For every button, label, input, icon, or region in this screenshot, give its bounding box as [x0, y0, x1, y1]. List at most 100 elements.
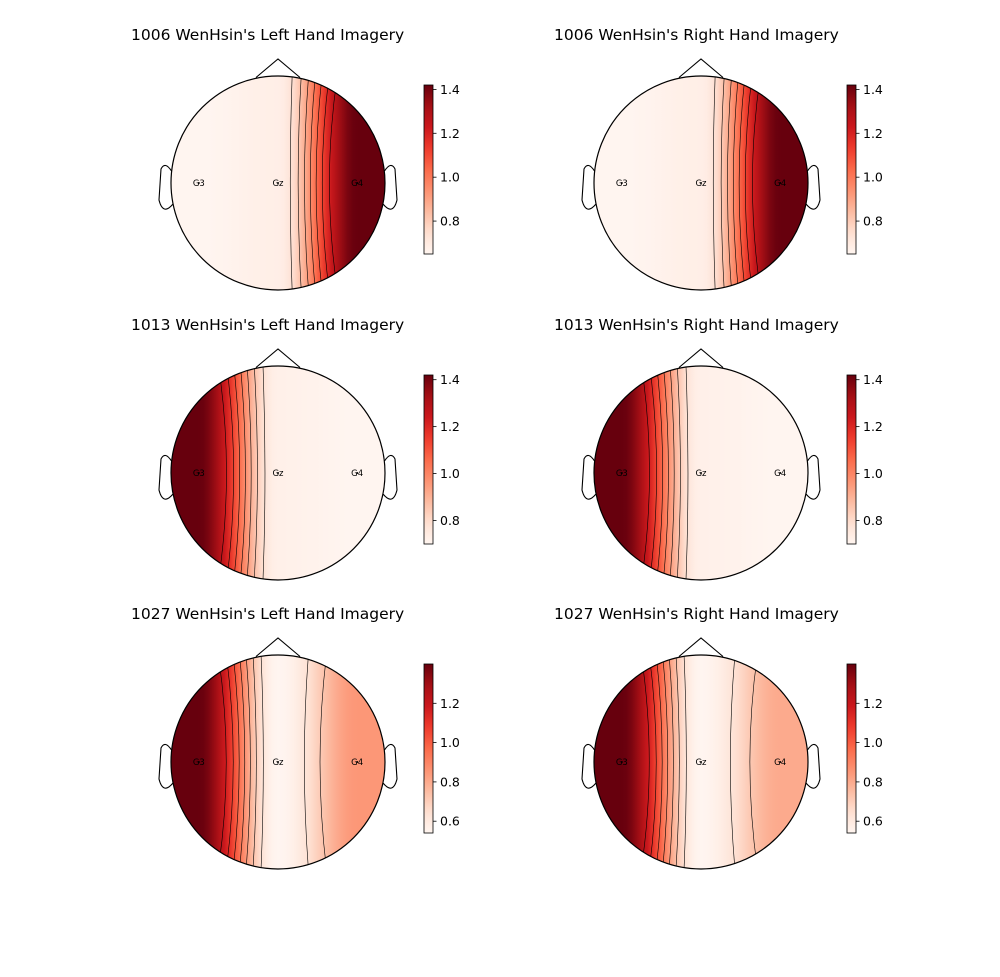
- colorbar: [846, 663, 857, 834]
- contour-line: [744, 76, 753, 290]
- channel-label: G4: [774, 469, 786, 479]
- colorbar-tick-label: 1.0: [440, 170, 460, 185]
- channel-label: G3: [193, 469, 205, 479]
- head-ear-left: [581, 454, 597, 500]
- channel-label: G3: [193, 179, 205, 189]
- colorbar-tick-label: 1.4: [863, 82, 883, 97]
- subplot-title: 1013 WenHsin's Left Hand Imagery: [131, 316, 404, 334]
- contour-line: [310, 76, 316, 290]
- contour-line: [238, 655, 246, 869]
- colorbar-tick-label: 0.8: [863, 513, 883, 528]
- head-ear-left: [581, 743, 597, 789]
- contour-line: [225, 655, 234, 869]
- contour-line: [676, 366, 681, 580]
- colorbar-tick-label: 1.2: [863, 696, 883, 711]
- channel-marker: [197, 761, 200, 763]
- contour-line: [239, 366, 246, 580]
- head-outline: [170, 654, 386, 870]
- contour-line: [669, 366, 675, 580]
- head-ear-right: [382, 743, 398, 789]
- contour-line: [217, 366, 227, 580]
- contour-line: [683, 655, 687, 869]
- colorbar: [423, 663, 434, 834]
- colorbar: [846, 84, 857, 255]
- head-nose: [678, 348, 724, 368]
- contour-line: [648, 366, 657, 580]
- subplot-title: 1013 WenHsin's Right Hand Imagery: [554, 316, 839, 334]
- head-outline: [593, 75, 809, 291]
- head-nose: [678, 637, 724, 657]
- head-ear-right: [805, 454, 821, 500]
- channel-label: G4: [774, 758, 786, 768]
- channel-marker: [620, 182, 623, 184]
- channel-marker: [277, 182, 279, 184]
- head-ear-left: [158, 743, 174, 789]
- channel-marker: [779, 472, 782, 474]
- channel-label: Gz: [695, 179, 707, 189]
- channel-label: G4: [351, 758, 363, 768]
- head-ear-right: [805, 743, 821, 789]
- contour-line: [738, 76, 746, 290]
- channel-marker: [620, 472, 623, 474]
- contour-line: [656, 366, 663, 580]
- contour-line: [246, 366, 252, 580]
- contour-line: [252, 655, 257, 869]
- head-outline: [170, 365, 386, 581]
- colorbar-tick-label: 1.2: [440, 126, 460, 141]
- head-outline: [170, 75, 386, 291]
- contour-line: [733, 76, 739, 290]
- colorbar-tick-label: 1.0: [863, 170, 883, 185]
- contour-line: [253, 366, 258, 580]
- topomap-panel: 1013 WenHsin's Right Hand Imagery G3 Gz G4 0…: [554, 316, 883, 581]
- head-ear-left: [158, 454, 174, 500]
- contour-line: [668, 655, 674, 869]
- contour-line: [225, 366, 234, 580]
- contour-line: [321, 76, 330, 290]
- colorbar-tick-label: 1.4: [440, 372, 460, 387]
- channel-marker: [779, 761, 782, 763]
- contour-line: [260, 655, 264, 869]
- contour-line: [329, 76, 339, 290]
- contour-line: [232, 655, 240, 869]
- colorbar-tick-label: 1.0: [440, 466, 460, 481]
- topomap-panel: 1006 WenHsin's Left Hand Imagery G3 Gz G4 0.…: [131, 26, 460, 291]
- colorbar-tick-label: 0.6: [440, 814, 460, 829]
- colorbar-tick-label: 1.0: [440, 735, 460, 750]
- contour-line: [752, 76, 762, 290]
- colorbar-tick-label: 0.8: [863, 214, 883, 229]
- colorbar-tick-label: 1.2: [440, 696, 460, 711]
- channel-marker: [197, 472, 200, 474]
- colorbar-tick-label: 1.0: [863, 735, 883, 750]
- contour-line: [675, 655, 680, 869]
- head-nose: [678, 58, 724, 78]
- channel-marker: [356, 472, 359, 474]
- channel-label: Gz: [272, 758, 284, 768]
- colorbar-tick-label: 1.4: [863, 372, 883, 387]
- contour-line: [685, 366, 689, 580]
- colorbar: [423, 84, 434, 255]
- contour-line: [662, 366, 669, 580]
- channel-marker: [779, 182, 782, 184]
- contour-line: [727, 76, 733, 290]
- colorbar-tick-label: 1.4: [440, 82, 460, 97]
- channel-marker: [700, 182, 702, 184]
- contour-line: [262, 366, 266, 580]
- contour-line: [655, 655, 663, 869]
- subplot-title: 1027 WenHsin's Right Hand Imagery: [554, 605, 839, 623]
- channel-label: G3: [616, 758, 628, 768]
- head-ear-right: [805, 164, 821, 210]
- colorbar: [423, 374, 434, 545]
- channel-label: Gz: [272, 179, 284, 189]
- colorbar-tick-label: 0.8: [863, 774, 883, 789]
- contour-line: [289, 76, 293, 290]
- topomap-panel: 1006 WenHsin's Right Hand Imagery G3 Gz G4 0…: [554, 26, 883, 291]
- channel-label: G4: [351, 469, 363, 479]
- head-ear-right: [382, 454, 398, 500]
- contour-line: [730, 655, 736, 869]
- head-nose: [255, 637, 301, 657]
- head-outline: [593, 654, 809, 870]
- contour-line: [661, 655, 669, 869]
- topomap-panel: 1027 WenHsin's Right Hand Imagery G3 Gz G4 0…: [554, 605, 883, 870]
- colorbar-tick-label: 0.8: [440, 774, 460, 789]
